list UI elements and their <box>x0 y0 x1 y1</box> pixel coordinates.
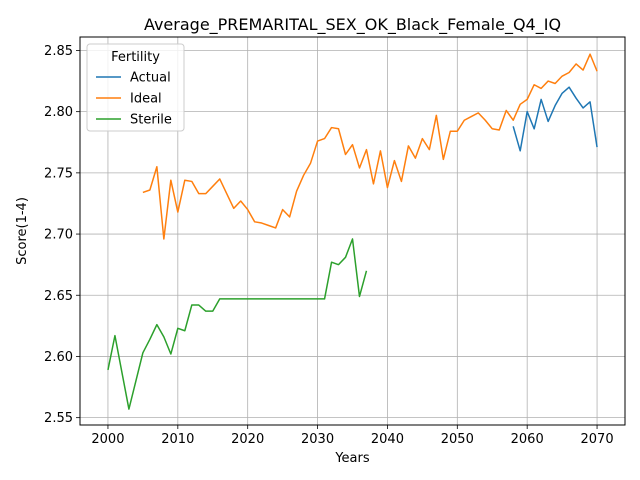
x-tick-label: 2000 <box>91 432 124 447</box>
y-tick-label: 2.75 <box>44 166 73 181</box>
grid <box>80 37 625 425</box>
series-line-ideal <box>142 53 598 240</box>
x-tick-label: 2060 <box>511 432 544 447</box>
y-tick-label: 2.55 <box>44 411 73 426</box>
x-tick-label: 2020 <box>231 432 264 447</box>
legend-label-actual: Actual <box>130 71 171 86</box>
series-line-actual <box>512 86 598 152</box>
y-tick-label: 2.65 <box>44 289 73 304</box>
y-tick-label: 2.80 <box>44 105 73 120</box>
series-line-sterile <box>107 238 368 410</box>
x-tick-label: 2050 <box>441 432 474 447</box>
legend-label-ideal: Ideal <box>130 92 162 107</box>
legend: Fertility Actual Ideal Sterile <box>86 43 185 132</box>
legend-entries: Actual Ideal Sterile <box>96 71 172 128</box>
series-layer <box>107 53 598 410</box>
y-tick-label: 2.60 <box>44 350 73 365</box>
x-tick-label: 2070 <box>581 432 614 447</box>
legend-label-sterile: Sterile <box>130 113 172 128</box>
x-tick-label: 2040 <box>371 432 404 447</box>
x-axis: 2000 2010 2020 2030 2040 2050 2060 2070 <box>91 425 614 447</box>
x-axis-label: Years <box>334 451 370 466</box>
plot-frame <box>79 36 626 426</box>
chart-title: Average_PREMARITAL_SEX_OK_Black_Female_Q… <box>144 15 561 35</box>
y-axis: 2.55 2.60 2.65 2.70 2.75 2.80 2.85 <box>44 44 80 426</box>
x-tick-label: 2010 <box>161 432 194 447</box>
legend-box <box>86 43 185 132</box>
y-axis-label: Score(1-4) <box>15 197 30 265</box>
y-tick-label: 2.85 <box>44 44 73 59</box>
x-tick-label: 2030 <box>301 432 334 447</box>
legend-title: Fertility <box>111 50 160 65</box>
y-tick-label: 2.70 <box>44 228 73 243</box>
